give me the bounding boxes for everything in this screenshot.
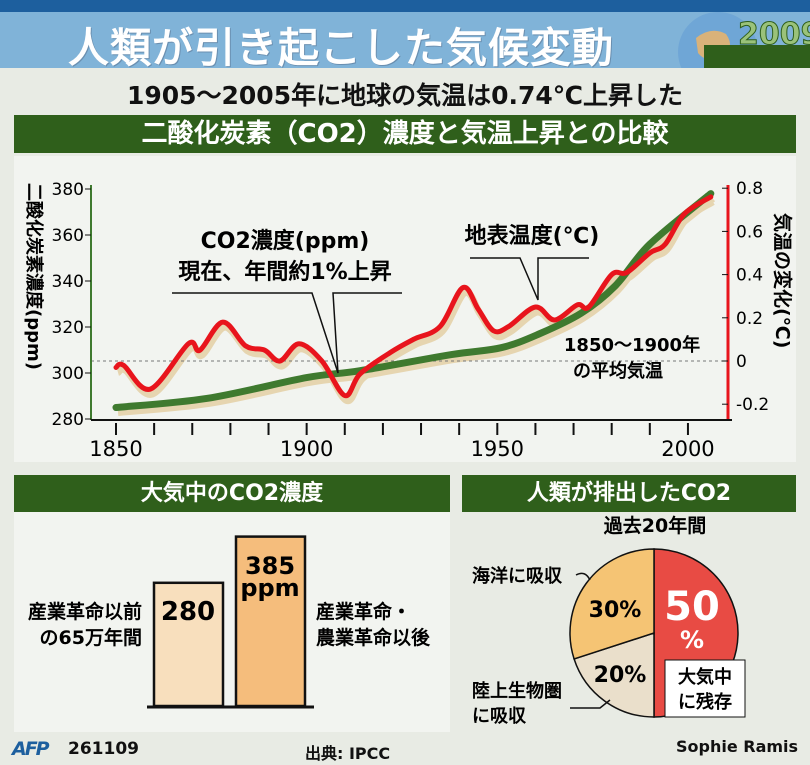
pie-value-ocean: 30%: [589, 598, 642, 623]
bar-pre-industrial: [152, 581, 225, 708]
x-tick-label: 1900: [280, 437, 333, 461]
co2-series-label: CO2濃度(ppm): [201, 228, 370, 254]
pie-chart: 過去20年間 50 % 30% 20% 大気中 に残存 海洋に吸収 陸上生物圏 …: [472, 514, 746, 727]
right-tick-label: 0.6: [736, 222, 763, 242]
main-chart: 1850 1900 1950 2000 380 360 340 320 300 280 0.8 0.6…: [23, 179, 794, 461]
pie-label-atmos-2: に残存: [678, 691, 732, 713]
pie-label-land-2: に吸収: [472, 706, 527, 727]
pie-subtitle: 過去20年間: [604, 514, 706, 537]
footer-source: 出典: IPCC: [305, 744, 391, 763]
afp-logo: AFP: [12, 738, 50, 760]
temp-callout-line: [470, 257, 589, 301]
right-tick-label: 0.4: [736, 266, 763, 286]
temp-series-line: [113, 194, 714, 399]
right-tick-label: 0.2: [736, 309, 763, 329]
pie-value-land: 20%: [594, 663, 647, 688]
co2-callout-line: [172, 292, 402, 374]
pie-unit-atmos: %: [680, 626, 704, 654]
left-tick-label: 320: [52, 318, 84, 338]
pie-label-land-1: 陸上生物圏: [472, 680, 562, 702]
baseline-label-2: の平均気温: [573, 360, 663, 382]
x-tick-label: 2000: [661, 437, 714, 461]
bar-label-pre: 280: [161, 597, 215, 627]
bar-label-unit: ppm: [240, 574, 299, 602]
co2-series-line: [112, 190, 715, 411]
bar-label-post: 385: [245, 552, 295, 580]
title-band: [0, 12, 810, 68]
main-chart-title: 二酸化炭素（CO2）濃度と気温上昇との比較: [14, 115, 796, 153]
left-tick-label: 360: [52, 226, 84, 246]
bar-category-post-2: 農業革命以後: [316, 626, 431, 649]
bar-category-post-1: 産業革命・: [316, 600, 411, 623]
subtitle: 1905〜2005年に地球の気温は0.74℃上昇した: [126, 81, 684, 110]
left-tick-label: 340: [52, 272, 84, 292]
right-tick-label: 0: [736, 352, 747, 372]
pie-value-atmos: 50: [664, 584, 720, 630]
right-tick-label: 0.8: [736, 179, 763, 199]
bar-post-industrial: [234, 535, 307, 708]
right-axis-title: 気温の変化(℃): [771, 213, 794, 348]
footer-date: 261109: [68, 739, 139, 759]
x-tick-label: 1950: [471, 437, 524, 461]
footer-credit: Sophie Ramis: [676, 737, 799, 756]
right-tick-label: -0.2: [736, 395, 769, 415]
bar-chart-panel: [14, 512, 450, 732]
pie-ocean-leader: [575, 572, 591, 581]
temp-series-label: 地表温度(℃): [465, 223, 600, 249]
pie-chart-title: 人類が排出したCO2: [462, 475, 796, 512]
left-tick-label: 280: [52, 410, 84, 430]
bar-category-pre-2: の65万年間: [40, 626, 142, 649]
bar-chart-title: 大気中のCO2濃度: [14, 475, 450, 512]
bar-category-pre-1: 産業革命以前: [28, 600, 142, 623]
pie-label-ocean: 海洋に吸収: [472, 565, 563, 587]
pie-atmos-label-box: [664, 659, 746, 718]
co2-series-note: 現在、年間約1%上昇: [178, 259, 391, 285]
x-tick-label: 1850: [89, 437, 142, 461]
left-tick-label: 300: [52, 364, 84, 384]
page-title: 人類が引き起こした気候変動: [68, 24, 614, 72]
pie-land-leader: [570, 699, 611, 709]
top-strip: [0, 0, 810, 12]
left-tick-label: 380: [52, 180, 84, 200]
pie-label-atmos-1: 大気中: [678, 666, 732, 688]
pie-slice-land: [573, 631, 655, 718]
pie-slice-ocean: [569, 548, 655, 660]
temp-line-shadow: [115, 198, 715, 405]
baseline-label-1: 1850〜1900年: [564, 334, 700, 356]
bar-chart: 280 385 ppm 産業革命以前 の65万年間 産業革命・ 農業革命以後: [28, 535, 431, 709]
logo-green-block: [704, 45, 810, 68]
left-axis-title: 二酸化炭素濃度(ppm): [23, 183, 45, 370]
